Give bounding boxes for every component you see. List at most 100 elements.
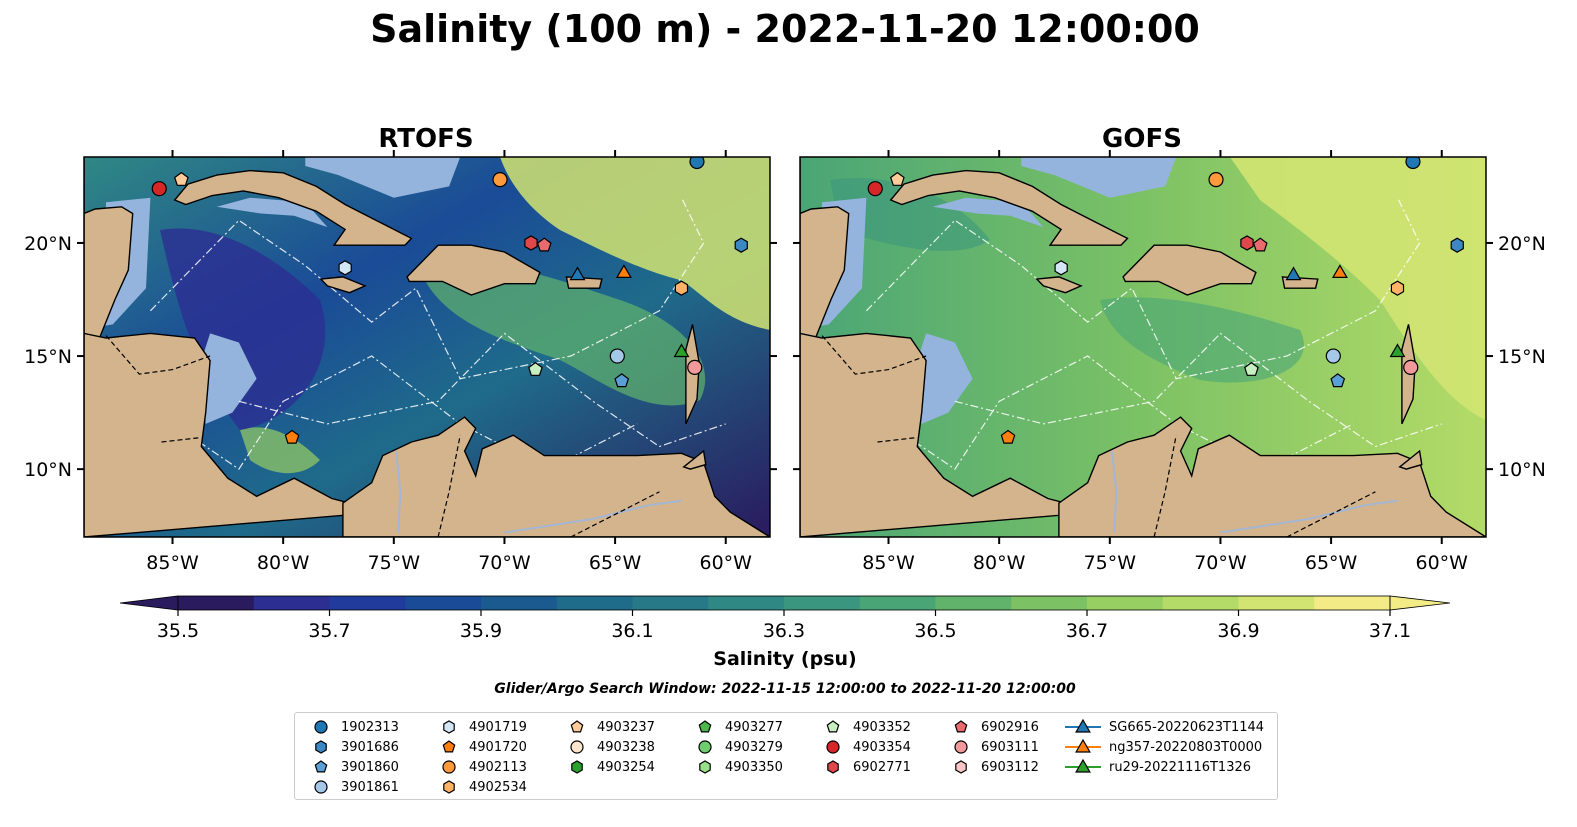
markers-rtofs (151, 157, 748, 444)
colorbar-swatch (784, 596, 861, 610)
river (395, 450, 402, 533)
x-tick-label: 60°W (700, 552, 753, 574)
shelf-bahamas (1021, 157, 1177, 198)
circle-marker-icon (442, 760, 456, 774)
float-marker-6903111 (1403, 359, 1419, 375)
legend-label: 4903254 (597, 759, 655, 775)
legend-label: 4903238 (597, 739, 655, 755)
panel-gofs: GOFS (799, 124, 1487, 538)
high-salinity-region (500, 157, 770, 330)
x-tick-label: 60°W (1416, 552, 1469, 574)
colorbar-tick-label: 36.9 (1217, 620, 1259, 642)
legend-label: 6903111 (981, 739, 1039, 755)
legend-item: 4901720 (437, 737, 527, 757)
float-marker-4902534 (1390, 280, 1405, 296)
colorbar-tick-label: 36.3 (763, 620, 805, 642)
legend: 1902313 3901686 3901860 3901861 4901719 49017… (294, 712, 1278, 800)
float-marker-6903111 (687, 359, 703, 375)
float-marker-ng357-20220803T0000 (1331, 264, 1348, 278)
colorbar-swatch (632, 596, 709, 610)
y-tick-label: 20°N (1498, 233, 1546, 255)
float-marker-3901861 (1325, 348, 1341, 364)
panel-title-rtofs: RTOFS (378, 124, 473, 154)
legend-item: 4902113 (437, 757, 527, 777)
float-marker-4901719 (338, 260, 352, 276)
pentagon-marker-icon (954, 720, 968, 733)
legend-item: 4903352 (821, 717, 911, 737)
colorbar-swatch (556, 596, 634, 610)
hexagon-marker-icon (443, 780, 455, 794)
shelf-nicaragua (917, 333, 973, 424)
colorbar-label: Salinity (psu) (713, 648, 856, 670)
float-marker-4901719 (1054, 260, 1068, 276)
colorbar-tick-label: 35.7 (308, 620, 350, 642)
colorbar-swatch (1162, 596, 1240, 610)
land-cuba (173, 169, 413, 246)
legend-item: 3901860 (309, 757, 399, 777)
pentagon-marker-icon (442, 740, 456, 753)
low-salinity-region (830, 178, 990, 251)
legend-item: ru29-20221116T1326 (1065, 757, 1251, 777)
colorbar-swatch (1314, 596, 1391, 610)
triangle-marker-icon (1065, 758, 1101, 773)
colorbar-tick-label: 36.1 (611, 620, 653, 642)
shelf-bahamas (305, 157, 461, 198)
legend-item: 1902313 (309, 717, 399, 737)
country-border (821, 335, 927, 375)
hexagon-marker-icon (699, 760, 711, 774)
float-marker-4903237 (889, 171, 905, 186)
legend-label: SG665-20220623T1144 (1109, 719, 1265, 735)
colorbar-swatch (253, 596, 331, 610)
triangle-marker-icon (1065, 718, 1101, 733)
map-base-rtofs (84, 157, 770, 537)
search-window-text: Glider/Argo Search Window: 2022-11-15 12… (494, 681, 1076, 697)
land-trinidad (682, 449, 707, 470)
circle-marker-icon (314, 780, 328, 794)
land-hispaniola (406, 244, 541, 296)
x-tick-label: 65°W (1305, 552, 1358, 574)
float-marker-3901860 (614, 373, 630, 388)
land-southamerica (1058, 416, 1486, 537)
land-trinidad (1398, 449, 1423, 470)
legend-item: SG665-20220623T1144 (1065, 717, 1264, 737)
legend-label: ru29-20221116T1326 (1109, 759, 1252, 775)
x-tick-label: 85°W (862, 552, 915, 574)
legend-item: 4903350 (693, 757, 783, 777)
legend-label: 3901686 (341, 739, 399, 755)
float-marker-ru29-20221116T1326 (1389, 343, 1406, 358)
region-boundary (865, 197, 1421, 380)
hexagon-marker-icon (827, 760, 839, 774)
legend-item: 4902534 (437, 777, 527, 797)
colorbar-swatch (1011, 596, 1088, 610)
hexagon-marker-icon (315, 740, 327, 754)
country-border (570, 491, 660, 537)
float-marker-4903352 (1244, 361, 1259, 376)
colorbar-swatch (935, 596, 1012, 610)
float-marker-3901686 (734, 237, 748, 253)
colorbar: 35.5 35.7 35.9 36.1 36.3 36.5 36.7 36.9 37.1 (119, 595, 1451, 642)
country-border (161, 436, 202, 443)
river (1111, 450, 1118, 533)
legend-item: 4903237 (565, 717, 655, 737)
circle-marker-icon (826, 740, 840, 754)
float-marker-4903354 (151, 181, 167, 197)
float-marker-4902113 (1208, 172, 1224, 188)
legend-item: 6903111 (949, 737, 1039, 757)
legend-item: 4903277 (693, 717, 783, 737)
colorbar-swatch (1087, 596, 1164, 610)
country-border (105, 335, 211, 375)
float-marker-3901861 (609, 348, 625, 364)
float-marker-6902771 (1240, 235, 1254, 251)
float-marker-3901860 (1330, 373, 1346, 388)
river (504, 499, 682, 534)
land-jamaica (319, 276, 367, 294)
mid-salinity-region (1100, 297, 1304, 383)
hexagon-marker-icon (443, 720, 455, 734)
float-marker-6902771 (524, 235, 538, 251)
mid-salinity-region (420, 263, 706, 406)
legend-label: 4903277 (725, 719, 783, 735)
legend-item: 3901861 (309, 777, 399, 797)
shelf-nicaragua (201, 333, 257, 424)
hexagon-marker-icon (955, 760, 967, 774)
legend-item: ng357-20220803T0000 (1065, 737, 1262, 757)
